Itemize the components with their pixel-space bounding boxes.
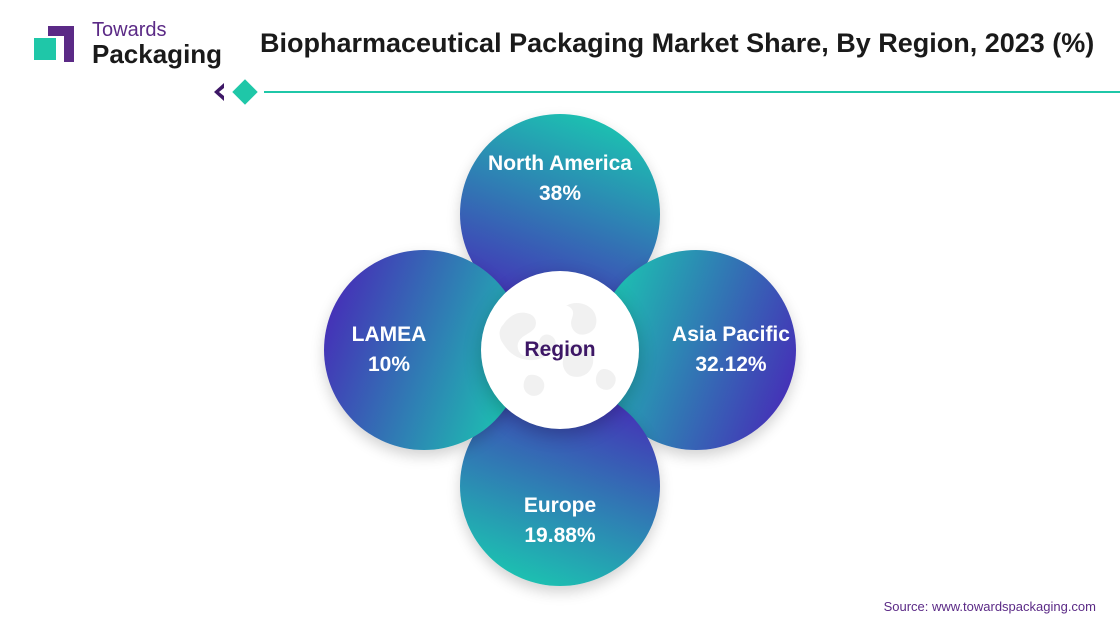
diamond-icon <box>232 79 257 104</box>
logo: Towards Packaging <box>30 18 222 70</box>
title-divider <box>210 80 1120 104</box>
logo-line1: Towards <box>92 20 222 41</box>
region-name: Europe <box>524 494 596 518</box>
logo-mark-icon <box>30 18 82 70</box>
logo-line2: Packaging <box>92 41 222 68</box>
region-name: Asia Pacific <box>672 323 790 347</box>
chevron-left-icon <box>210 81 232 103</box>
center-label: Region <box>524 338 595 362</box>
divider-line <box>264 91 1120 93</box>
center-core: Region <box>481 271 639 429</box>
source-attribution: Source: www.towardspackaging.com <box>884 599 1096 614</box>
region-value: 19.88% <box>524 524 595 548</box>
region-name: North America <box>488 152 632 176</box>
region-value: 32.12% <box>695 353 766 377</box>
page-title: Biopharmaceutical Packaging Market Share… <box>260 28 1094 59</box>
region-name: LAMEA <box>352 323 427 347</box>
region-value: 38% <box>539 182 581 206</box>
logo-text: Towards Packaging <box>92 20 222 68</box>
region-value: 10% <box>368 353 410 377</box>
